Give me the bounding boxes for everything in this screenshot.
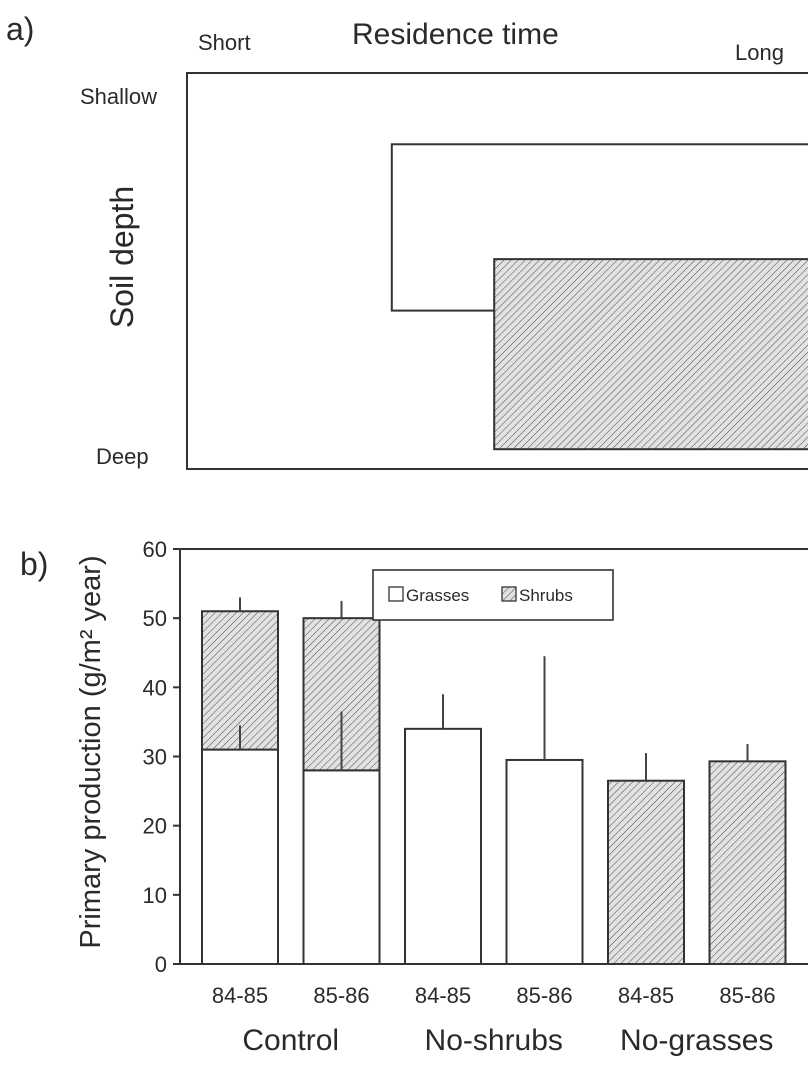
deep-label: Deep [96,444,149,469]
bar-grasses [404,727,482,965]
panel-a-label: a) [6,11,34,47]
y-tick-label: 40 [143,675,167,700]
legend-box [372,569,614,621]
y-axis: 0 10 20 30 40 50 60 [143,537,180,977]
panel-b: b) Primary production (g/m² year) 0 10 20 3… [20,537,808,1057]
x-tick-label: 84-85 [212,983,268,1008]
bar-grasses [505,758,584,965]
y-tick-label: 10 [143,883,167,908]
bar-shrubs [708,760,787,966]
shrubs-swatch [501,586,517,602]
legend-shrubs-label: Shrubs [519,586,573,605]
y-tick-label: 20 [143,814,167,839]
soil-depth-label: Soil depth [104,186,140,328]
grasses-swatch [388,586,404,602]
y-tick-label: 0 [155,952,167,977]
panel-a: a) Residence time Short Long Shallow Dee… [6,11,808,470]
y-tick-label: 30 [143,745,167,770]
x-tick-label: 85-86 [719,983,775,1008]
long-label: Long [735,40,784,65]
legend-grasses-label: Grasses [406,586,469,605]
x-axis-labels: 84-85 85-86 84-85 85-86 84-85 85-86 Control No-… [212,983,776,1057]
x-tick-label: 85-86 [313,983,369,1008]
y-tick-label: 50 [143,606,167,631]
group-label: No-grasses [620,1024,773,1057]
group-label: No-shrubs [425,1024,563,1057]
bar-shrubs [607,779,685,965]
shrubs-depth-box [493,258,808,451]
legend: Grasses Shrubs [372,569,614,621]
x-tick-label: 84-85 [618,983,674,1008]
bar-grasses [201,748,279,965]
x-tick-label: 85-86 [516,983,572,1008]
panel-a-frame [186,72,808,470]
shallow-label: Shallow [80,84,157,109]
residence-time-title: Residence time [352,18,559,51]
y-axis-title: Primary production (g/m² year) [75,555,107,948]
bar-grasses [302,769,381,965]
y-tick-label: 60 [143,537,167,562]
group-label: Control [242,1024,339,1057]
panel-b-label: b) [20,546,48,582]
x-tick-label: 84-85 [415,983,471,1008]
short-label: Short [198,30,251,55]
bars [201,597,787,966]
